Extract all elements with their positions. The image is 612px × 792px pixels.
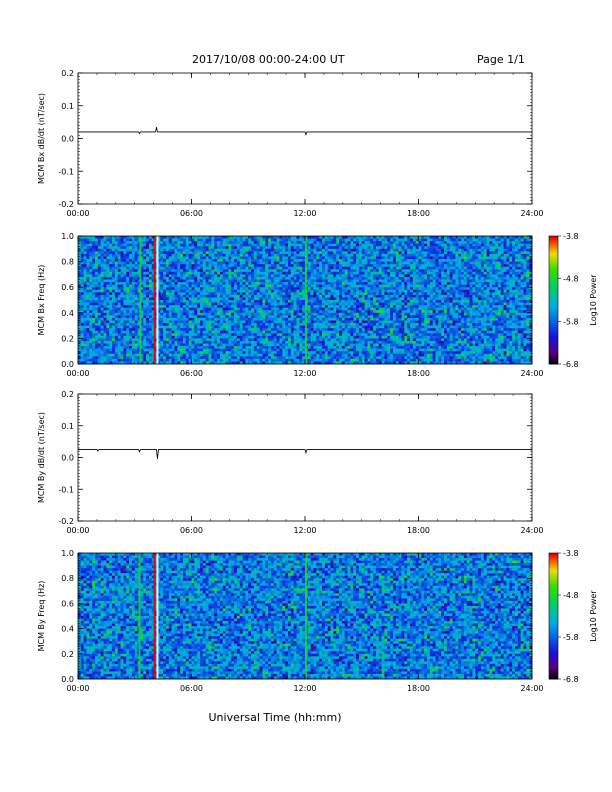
panel-4-colorbar-tick-label-3: -5.8 bbox=[563, 633, 579, 642]
panel-1-y-tick-label-2: 0.1 bbox=[61, 102, 74, 111]
panel-2-colorbar bbox=[549, 236, 558, 365]
panel-3-y-tick-label-2: 0.1 bbox=[61, 422, 74, 431]
panel-4-stripe-2 bbox=[153, 553, 156, 679]
panel-2-stripe-2 bbox=[153, 236, 156, 364]
panel-4-spectrogram bbox=[78, 553, 533, 680]
panel-1-y-tick-label-3: 0.0 bbox=[61, 135, 74, 144]
panel-1-y-tick-label-5: -0.2 bbox=[58, 200, 74, 209]
panel-2-x-tick-label-3: 12:00 bbox=[293, 369, 316, 378]
panel-3-frame bbox=[77, 393, 533, 522]
panel-1-x-tick-label-3: 12:00 bbox=[293, 209, 316, 218]
panel-4-colorbar-label: Log10 Power bbox=[589, 590, 598, 642]
panel-1-group bbox=[77, 72, 533, 205]
panel-4-y-tick-label-6: 0.0 bbox=[61, 675, 74, 684]
panel-2-group bbox=[77, 235, 561, 365]
panel-4-x-tick-label-4: 18:00 bbox=[407, 684, 430, 693]
panel-4-x-tick-label-1: 00:00 bbox=[66, 684, 89, 693]
panel-1-x-tick-label-4: 18:00 bbox=[407, 209, 430, 218]
panel-3-y-tick-label-3: 0.0 bbox=[61, 454, 74, 463]
panel-3-x-tick-label-2: 06:00 bbox=[180, 526, 203, 535]
panel-4-stripe-4 bbox=[304, 553, 307, 679]
panel-4-colorbar-tick-label-4: -6.8 bbox=[563, 675, 579, 684]
panel-4-colorbar bbox=[549, 553, 558, 680]
panel-1-frame bbox=[77, 72, 533, 205]
panel-2-x-tick-label-2: 06:00 bbox=[180, 369, 203, 378]
panel-2-y-tick-label-4: 0.4 bbox=[61, 309, 74, 318]
panel-4-x-tick-label-3: 12:00 bbox=[293, 684, 316, 693]
panel-4-y-tick-label-2: 0.8 bbox=[61, 574, 74, 583]
panel-2-x-tick-label-5: 24:00 bbox=[520, 369, 543, 378]
panel-2-y-tick-label-3: 0.6 bbox=[61, 283, 74, 292]
panel-2-stripe-4 bbox=[304, 236, 307, 364]
panel-4-y-tick-label-5: 0.2 bbox=[61, 650, 74, 659]
panel-4-y-tick-label-1: 1.0 bbox=[61, 549, 74, 558]
panel-1-series-line bbox=[78, 126, 532, 136]
panel-2-colorbar-tick-label-1: -3.8 bbox=[563, 232, 579, 241]
panel-3-series-line bbox=[78, 449, 532, 460]
panel-3-x-tick-label-5: 24:00 bbox=[520, 526, 543, 535]
panel-2-stripe-3 bbox=[156, 236, 159, 364]
panel-1-y-tick-label-4: -0.1 bbox=[58, 167, 74, 176]
panel-2-y-axis-label: MCM Bx Freq (Hz) bbox=[37, 265, 46, 336]
panel-2-y-tick-label-6: 0.0 bbox=[61, 360, 74, 369]
panel-2-y-tick-label-2: 0.8 bbox=[61, 258, 74, 267]
panel-1-x-tick-label-2: 06:00 bbox=[180, 209, 203, 218]
panel-2-spectrogram bbox=[78, 236, 533, 365]
panel-3-y-tick-label-5: -0.2 bbox=[58, 517, 74, 526]
panel-4-x-tick-label-2: 06:00 bbox=[180, 684, 203, 693]
panel-4-colorbar-tick-label-2: -4.8 bbox=[563, 591, 579, 600]
panel-3-group bbox=[77, 393, 533, 522]
panel-1-y-tick-label-1: 0.2 bbox=[61, 69, 74, 78]
panel-2-stripe-1 bbox=[139, 236, 142, 364]
panel-2-colorbar-tick-label-4: -6.8 bbox=[563, 360, 579, 369]
panel-3-x-tick-label-3: 12:00 bbox=[293, 526, 316, 535]
panel-2-colorbar-tick-label-3: -5.8 bbox=[563, 317, 579, 326]
panel-2-colorbar-tick-label-2: -4.8 bbox=[563, 275, 579, 284]
panel-2-x-tick-label-4: 18:00 bbox=[407, 369, 430, 378]
panel-2-colorbar-frame bbox=[548, 235, 559, 365]
panel-3-y-tick-label-1: 0.2 bbox=[61, 390, 74, 399]
panel-2-y-tick-label-1: 1.0 bbox=[61, 232, 74, 241]
panel-2-colorbar-label: Log10 Power bbox=[589, 274, 598, 326]
panel-4-y-axis-label: MCM By Freq (Hz) bbox=[37, 581, 46, 652]
date-range-title: 2017/10/08 00:00-24:00 UT bbox=[192, 53, 345, 66]
panel-1-x-tick-label-1: 00:00 bbox=[66, 209, 89, 218]
panel-3-y-axis-label: MCM By dB/dt (nT/sec) bbox=[37, 412, 46, 503]
panel-4-stripe-3 bbox=[156, 553, 159, 679]
panel-4-colorbar-frame bbox=[548, 552, 559, 680]
panel-2-y-tick-label-5: 0.2 bbox=[61, 334, 74, 343]
panel-3-x-tick-label-1: 00:00 bbox=[66, 526, 89, 535]
panel-1-y-axis-label: MCM Bx dB/dt (nT/sec) bbox=[37, 93, 46, 184]
panel-4-group bbox=[77, 552, 561, 680]
page-indicator: Page 1/1 bbox=[477, 53, 525, 66]
panel-4-x-tick-label-5: 24:00 bbox=[520, 684, 543, 693]
panel-1-x-tick-label-5: 24:00 bbox=[520, 209, 543, 218]
panel-3-y-tick-label-4: -0.1 bbox=[58, 485, 74, 494]
panel-3-x-tick-label-4: 18:00 bbox=[407, 526, 430, 535]
panel-4-colorbar-tick-label-1: -3.8 bbox=[563, 549, 579, 558]
panel-4-y-tick-label-3: 0.6 bbox=[61, 599, 74, 608]
panel-2-x-tick-label-1: 00:00 bbox=[66, 369, 89, 378]
panel-4-y-tick-label-4: 0.4 bbox=[61, 625, 74, 634]
panel-4-x-axis-label: Universal Time (hh:mm) bbox=[209, 711, 342, 724]
panel-4-stripe-1 bbox=[138, 553, 141, 679]
